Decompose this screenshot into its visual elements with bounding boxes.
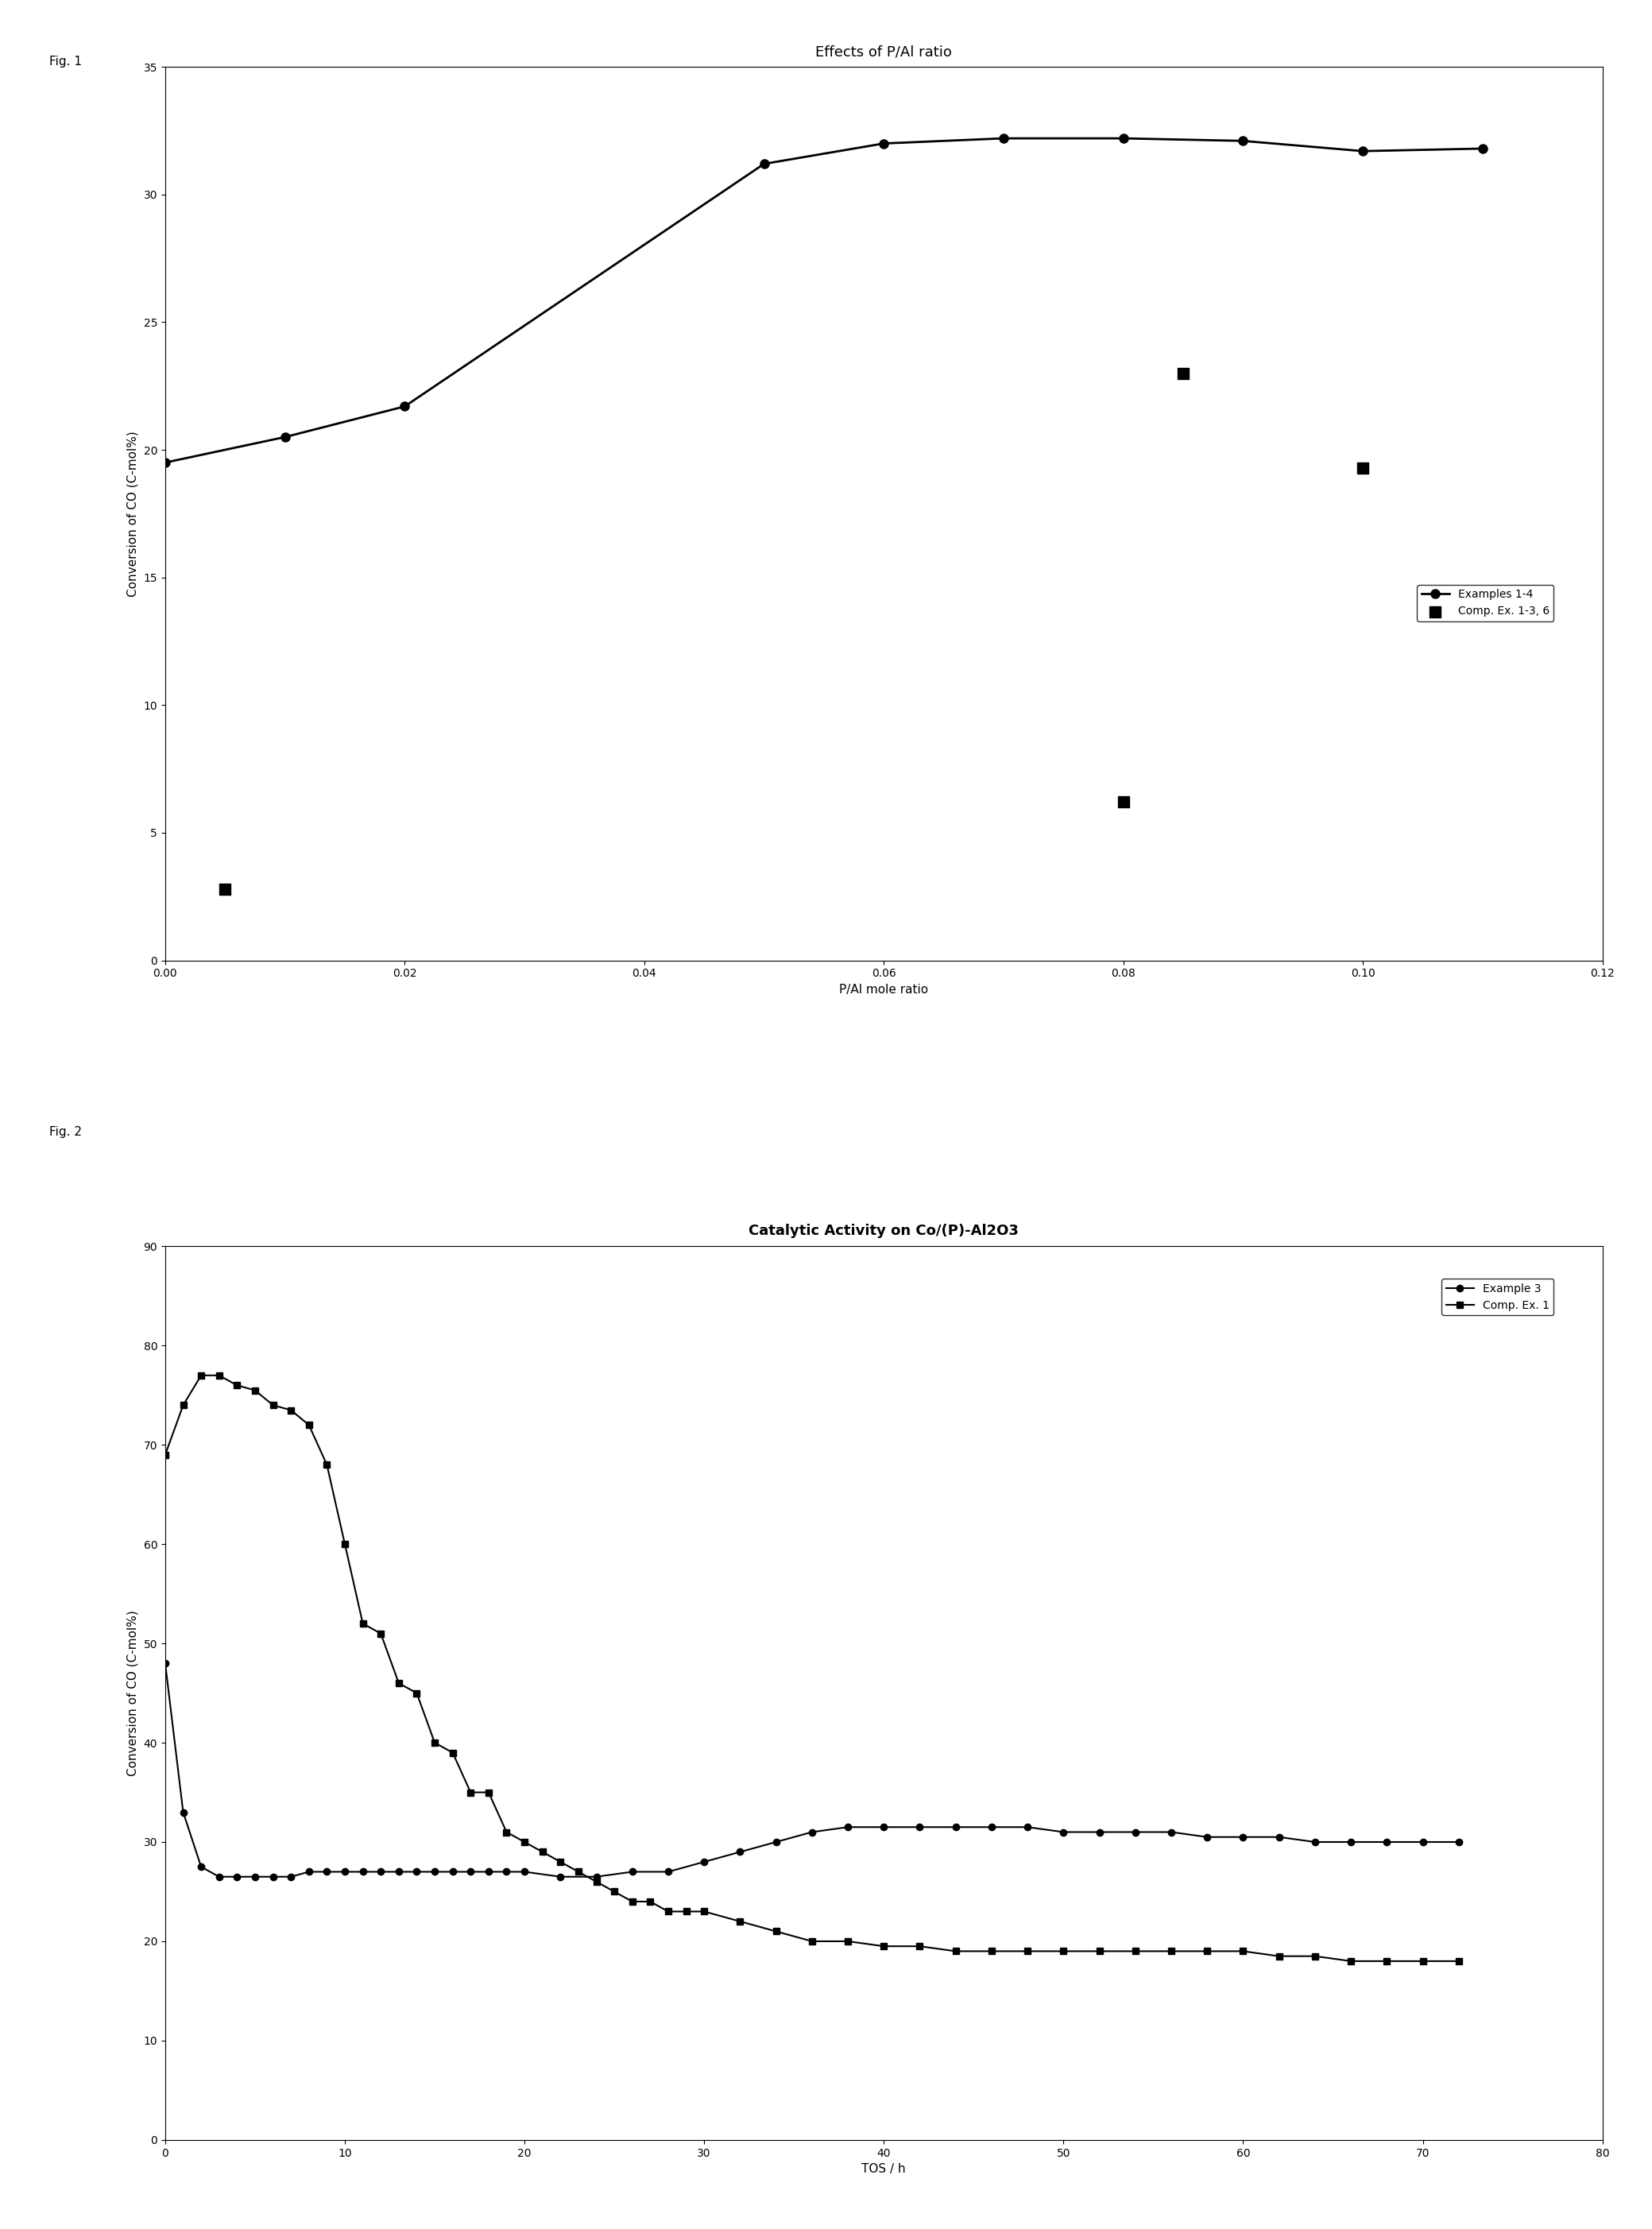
Examples 1-4	[1113, 125, 1133, 152]
Examples 1-4	[155, 450, 175, 477]
Example 3	[228, 1863, 248, 1890]
Legend: Examples 1-4, Comp. Ex. 1-3, 6: Examples 1-4, Comp. Ex. 1-3, 6	[1417, 584, 1555, 622]
Title: Effects of P/Al ratio: Effects of P/Al ratio	[816, 45, 952, 58]
Example 3	[244, 1863, 264, 1890]
Comp. Ex. 1	[1449, 1948, 1469, 1975]
Example 3	[1449, 1828, 1469, 1855]
Example 3	[874, 1814, 894, 1841]
Examples 1-4	[395, 392, 415, 419]
Example 3	[263, 1863, 282, 1890]
Comp. Ex. 1	[838, 1928, 857, 1955]
Examples 1-4	[1232, 127, 1254, 154]
Comp. Ex. 1-3, 6	[1350, 450, 1376, 486]
Example 3	[335, 1859, 355, 1886]
Example 3	[1341, 1828, 1361, 1855]
Example 3	[1054, 1819, 1074, 1846]
Example 3	[406, 1859, 426, 1886]
Example 3	[1018, 1814, 1037, 1841]
Text: Fig. 2: Fig. 2	[50, 1126, 83, 1137]
Example 3	[803, 1819, 823, 1846]
Example 3	[623, 1859, 643, 1886]
Comp. Ex. 1	[1341, 1948, 1361, 1975]
Example 3	[767, 1828, 786, 1855]
Example 3	[497, 1859, 517, 1886]
Example 3	[173, 1799, 193, 1826]
Examples 1-4	[753, 152, 773, 178]
Line: Comp. Ex. 1: Comp. Ex. 1	[162, 1373, 1462, 1964]
Examples 1-4	[874, 129, 894, 156]
Y-axis label: Conversion of CO (C-mol%): Conversion of CO (C-mol%)	[127, 1609, 139, 1777]
Example 3	[1161, 1819, 1181, 1846]
Legend: Example 3, Comp. Ex. 1: Example 3, Comp. Ex. 1	[1442, 1279, 1555, 1315]
Example 3	[1412, 1828, 1432, 1855]
Comp. Ex. 1	[155, 1442, 175, 1469]
Y-axis label: Conversion of CO (C-mol%): Conversion of CO (C-mol%)	[127, 430, 139, 597]
Comp. Ex. 1	[605, 1879, 624, 1906]
Example 3	[192, 1855, 211, 1881]
Example 3	[1090, 1819, 1110, 1846]
Example 3	[515, 1859, 535, 1886]
X-axis label: P/Al mole ratio: P/Al mole ratio	[839, 983, 928, 996]
Example 3	[317, 1859, 337, 1886]
Example 3	[155, 1649, 175, 1676]
Comp. Ex. 1	[244, 1378, 264, 1404]
Comp. Ex. 1-3, 6	[1170, 354, 1196, 390]
Example 3	[461, 1859, 481, 1886]
Comp. Ex. 1	[657, 1899, 677, 1926]
Example 3	[479, 1859, 499, 1886]
Example 3	[730, 1839, 750, 1866]
Example 3	[550, 1863, 570, 1890]
Text: Fig. 1: Fig. 1	[50, 56, 83, 67]
Example 3	[281, 1863, 301, 1890]
Comp. Ex. 1	[192, 1362, 211, 1389]
Example 3	[388, 1859, 408, 1886]
Example 3	[443, 1859, 463, 1886]
X-axis label: TOS / h: TOS / h	[862, 2162, 905, 2176]
Example 3	[910, 1814, 930, 1841]
Comp. Ex. 1-3, 6	[1110, 785, 1137, 820]
Example 3	[945, 1814, 965, 1841]
Example 3	[1198, 1823, 1218, 1850]
Comp. Ex. 1	[767, 1917, 786, 1944]
Example 3	[299, 1859, 319, 1886]
Examples 1-4	[274, 424, 296, 450]
Comp. Ex. 1-3, 6	[211, 872, 238, 907]
Example 3	[1125, 1819, 1145, 1846]
Title: Catalytic Activity on Co/(P)-Al2O3: Catalytic Activity on Co/(P)-Al2O3	[748, 1224, 1019, 1239]
Examples 1-4	[1474, 136, 1493, 163]
Example 3	[210, 1863, 230, 1890]
Example 3	[1269, 1823, 1289, 1850]
Example 3	[1232, 1823, 1254, 1850]
Example 3	[694, 1848, 714, 1875]
Example 3	[981, 1814, 1001, 1841]
Examples 1-4	[995, 125, 1014, 152]
Example 3	[657, 1859, 677, 1886]
Example 3	[425, 1859, 444, 1886]
Example 3	[586, 1863, 606, 1890]
Line: Example 3: Example 3	[162, 1661, 1462, 1879]
Example 3	[1378, 1828, 1398, 1855]
Examples 1-4	[1353, 138, 1373, 165]
Example 3	[370, 1859, 390, 1886]
Example 3	[1305, 1828, 1325, 1855]
Line: Examples 1-4: Examples 1-4	[160, 134, 1487, 468]
Example 3	[354, 1859, 373, 1886]
Comp. Ex. 1	[497, 1819, 517, 1846]
Example 3	[838, 1814, 857, 1841]
